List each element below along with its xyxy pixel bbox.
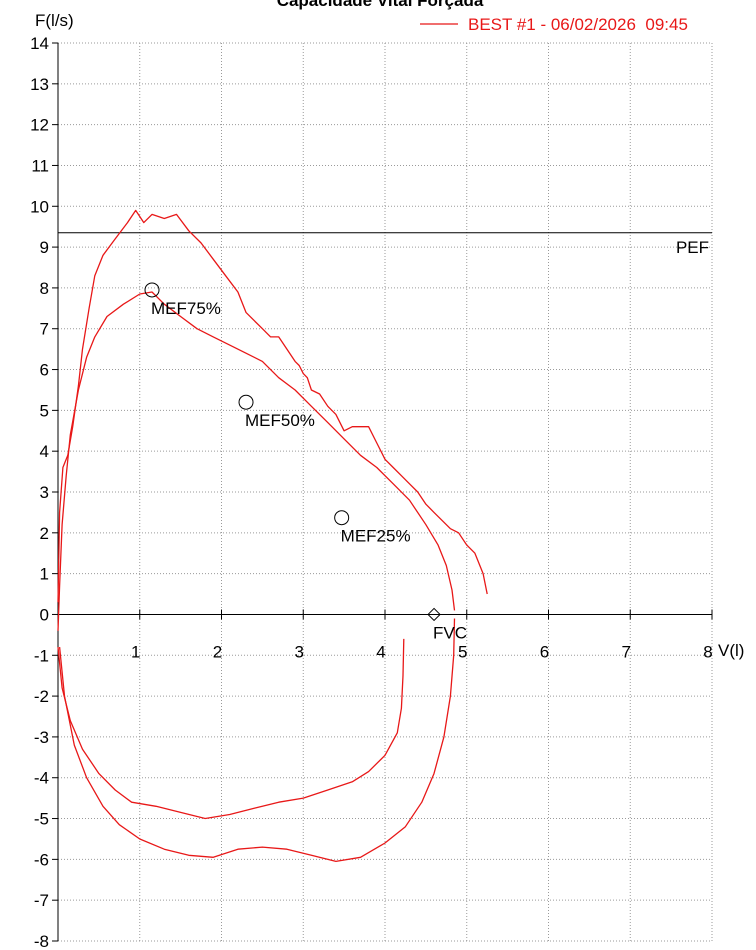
y-tick-label: 12 xyxy=(30,116,49,135)
x-axis-label: V(l) xyxy=(718,641,744,660)
chart-title: Capacidade Vital Forçada xyxy=(277,0,484,10)
y-tick-label: 4 xyxy=(40,442,49,461)
x-tick-label: 7 xyxy=(622,642,631,661)
y-tick-label: 2 xyxy=(40,524,49,543)
mef50-label: MEF50% xyxy=(245,411,315,430)
x-tick-label: 8 xyxy=(703,642,712,661)
x-tick-label: 3 xyxy=(295,642,304,661)
y-tick-label: -3 xyxy=(34,728,49,747)
y-tick-label: 6 xyxy=(40,361,49,380)
grid xyxy=(58,42,713,942)
x-tick-label: 6 xyxy=(540,642,549,661)
x-tick-label: 1 xyxy=(131,642,140,661)
y-axis-label: F(l/s) xyxy=(35,11,74,30)
y-tick-label: -5 xyxy=(34,810,49,829)
y-tick-label: 13 xyxy=(30,75,49,94)
mef75-marker xyxy=(144,282,160,298)
legend: BEST #1 - 06/02/2026 09:45 xyxy=(420,15,688,34)
y-tick-label: 9 xyxy=(40,238,49,257)
y-tick-label: 0 xyxy=(40,605,49,624)
y-tick-label: 14 xyxy=(30,34,49,53)
y-tick-label: -2 xyxy=(34,687,49,706)
y-tick-label: -4 xyxy=(34,769,49,788)
y-tick-label: 10 xyxy=(30,197,49,216)
y-tick-label: 8 xyxy=(40,279,49,298)
y-tick-label: 7 xyxy=(40,320,49,339)
mef75-label: MEF75% xyxy=(151,299,221,318)
mef50-marker xyxy=(238,394,254,410)
legend-entry: BEST #1 - 06/02/2026 09:45 xyxy=(468,15,688,34)
y-tick-label: 1 xyxy=(40,565,49,584)
fvc-marker xyxy=(427,607,441,622)
mef25-label: MEF25% xyxy=(341,527,411,546)
y-tick-label: -7 xyxy=(34,891,49,910)
pef-label: PEF xyxy=(676,238,709,257)
tick-labels: 1 2 3 4 5 6 7 814131211109876543210-1-2-3-4-5-6… xyxy=(30,34,713,950)
reference-lines: PEF xyxy=(58,232,712,257)
x-tick-label: 2 xyxy=(213,642,222,661)
curves xyxy=(57,209,488,863)
y-tick-label: 5 xyxy=(40,401,49,420)
mef25-marker xyxy=(334,510,350,526)
trial-2-inspiration-curve xyxy=(58,618,456,863)
axes xyxy=(52,42,713,942)
y-tick-label: 11 xyxy=(31,156,49,175)
y-tick-label: -6 xyxy=(34,850,49,869)
trial-2-expiration-curve xyxy=(57,291,456,631)
x-tick-label: 5 xyxy=(458,642,467,661)
y-tick-label: -8 xyxy=(34,932,49,950)
fvc-label: FVC xyxy=(433,623,467,642)
markers: MEF75% MEF50% MEF25% FVC xyxy=(144,282,467,642)
y-tick-label: 3 xyxy=(40,483,49,502)
y-tick-label: -1 xyxy=(34,646,49,665)
trial-1-inspiration-curve xyxy=(57,638,405,820)
x-tick-label: 4 xyxy=(376,642,385,661)
trial-1-expiration-curve xyxy=(57,209,488,603)
